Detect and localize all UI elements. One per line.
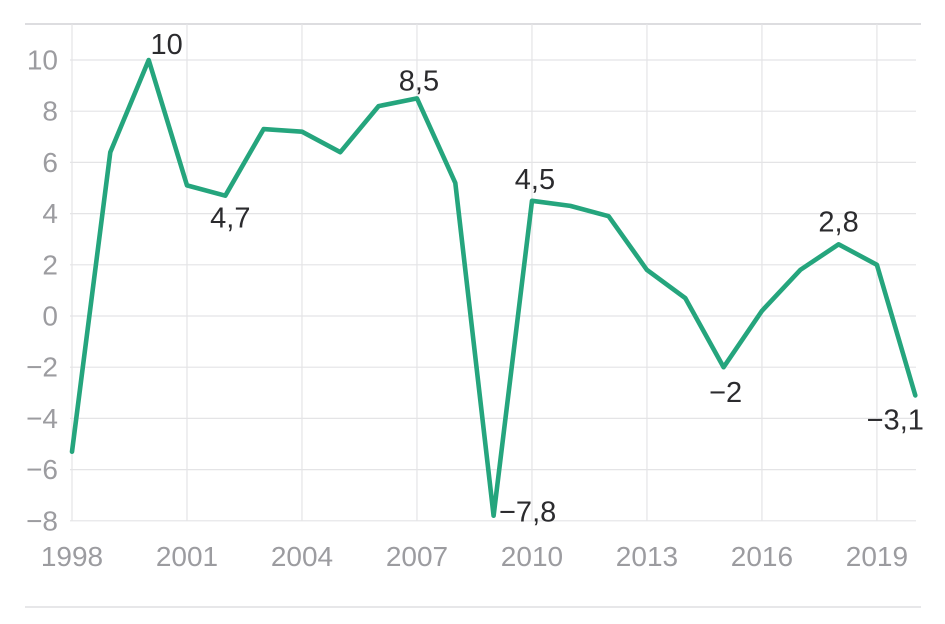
y-tick-label: 8 — [42, 96, 58, 127]
x-tick-label: 2007 — [386, 541, 448, 572]
y-tick-label: 2 — [42, 249, 58, 280]
data-label: −7,8 — [499, 497, 556, 529]
x-tick-label: 2019 — [846, 541, 908, 572]
y-tick-label: −4 — [26, 403, 58, 434]
x-tick-label: 2013 — [616, 541, 678, 572]
y-tick-label: 10 — [27, 45, 58, 76]
series-line — [69, 57, 918, 519]
data-label: 4,5 — [515, 164, 555, 196]
data-label: 2,8 — [818, 206, 858, 238]
x-tick-label: 1998 — [41, 541, 103, 572]
data-label: 8,5 — [399, 65, 439, 97]
y-tick-label: 4 — [42, 198, 58, 229]
x-tick-label: 2010 — [501, 541, 563, 572]
data-label: −3,1 — [867, 404, 924, 436]
y-tick-label: 0 — [42, 301, 58, 332]
y-tick-label: −6 — [26, 454, 58, 485]
y-tick-label: −2 — [26, 352, 58, 383]
data-label: 10 — [151, 29, 183, 61]
x-tick-label: 2001 — [156, 541, 218, 572]
x-tick-label: 2016 — [731, 541, 793, 572]
data-label: −2 — [709, 377, 742, 409]
data-label: 4,7 — [210, 203, 250, 235]
y-tick-label: 6 — [42, 147, 58, 178]
x-tick-label: 2004 — [271, 541, 333, 572]
y-tick-label: −8 — [26, 505, 58, 536]
